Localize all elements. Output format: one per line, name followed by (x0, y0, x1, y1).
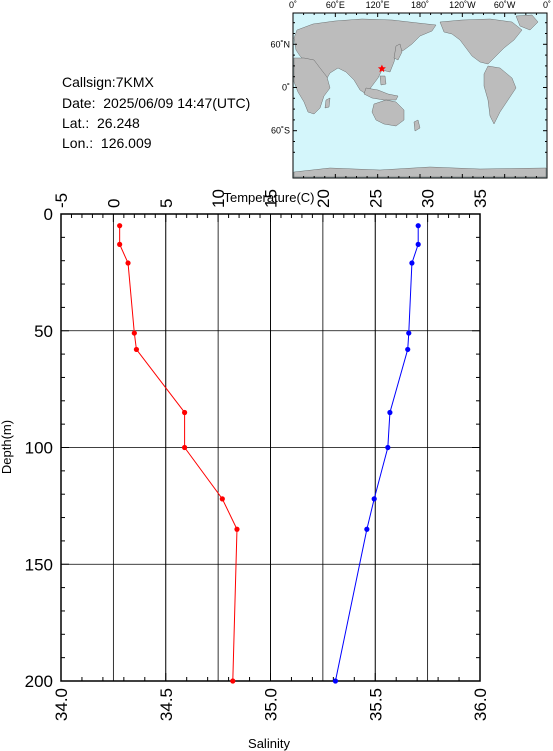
y-axis-label: Depth(m) (0, 420, 14, 474)
temperature-data-point (409, 260, 415, 266)
x-bottom-axis-label: Salinity (248, 736, 290, 751)
plot-frame (60, 213, 481, 682)
map-top-tick-label: 0˚ (543, 0, 551, 10)
map-top-tick-label: 180˚ (411, 0, 429, 10)
station-marker (377, 64, 386, 73)
map-top-tick-label: 0˚ (289, 0, 297, 10)
salinity-data-point (133, 346, 140, 353)
temperature-tick-label: 35 (471, 189, 490, 208)
land-north-america (439, 18, 523, 65)
temperature-data-point (415, 223, 421, 229)
salinity-data-point (125, 260, 131, 266)
salinity-tick-label: 34.0 (52, 688, 71, 721)
temperature-data-point (405, 346, 411, 353)
temperature-tick-label: 25 (366, 189, 385, 208)
salinity-data-point (234, 526, 240, 532)
temperature-data-point (415, 241, 421, 247)
map-top-tick-label: 60˚W (494, 0, 516, 10)
temperature-tick-label: 10 (209, 189, 228, 208)
series-layer (117, 223, 421, 684)
salinity-tick-label: 36.0 (471, 688, 490, 721)
temperature-data-point (387, 409, 393, 416)
salinity-data-point (230, 678, 236, 684)
depth-tick-label: 50 (34, 322, 53, 341)
land-australia (371, 99, 405, 127)
map-top-tick-label: 60˚E (326, 0, 345, 10)
map-left-tick-label: 60˚N (270, 39, 290, 49)
world-map: 0˚ 60˚E 120˚E 180˚ 120˚W 60˚W 0˚ 60˚N 0˚ 60˚S (270, 0, 551, 179)
temperature-tick-label: 5 (157, 199, 176, 208)
map-top-tick-label: 120˚E (366, 0, 390, 10)
temperature-data-point (406, 330, 412, 336)
temperature-data-point (385, 444, 391, 451)
land-new-zealand (413, 119, 421, 132)
depth-tick-label: 0 (44, 205, 53, 224)
depth-tick-label: 200 (25, 672, 53, 691)
temperature-tick-label: 30 (419, 189, 438, 208)
temperature-data-point (371, 496, 377, 502)
map-land (293, 14, 547, 178)
temperature-tick-label: 20 (314, 189, 333, 208)
map-top-tick-label: 120˚W (449, 0, 476, 10)
temperature-tick-label: 15 (262, 189, 281, 208)
land-indonesia (363, 87, 399, 101)
land-south-america (483, 65, 517, 125)
date-text: Date: 2025/06/09 14:47(UTC) (62, 95, 251, 111)
temperature-tick-label: 0 (104, 199, 123, 208)
latitude-text: Lat.: 26.248 (62, 115, 140, 131)
longitude-text: Lon.: 126.009 (62, 135, 152, 151)
temperature-data-point (332, 678, 339, 684)
salinity-data-point (117, 241, 123, 247)
salinity-data-point (131, 330, 137, 336)
salinity-data-point (117, 223, 123, 229)
salinity-data-point (219, 496, 225, 502)
salinity-data-point (182, 409, 188, 416)
salinity-tick-label: 35.5 (366, 688, 385, 721)
temperature-profile-line (334, 225, 419, 682)
depth-tick-label: 150 (25, 555, 53, 574)
map-left-tick-label: 60˚S (271, 126, 290, 136)
salinity-profile-line (119, 225, 238, 682)
land-japan (393, 43, 403, 61)
temperature-tick-label: -5 (52, 193, 71, 208)
temperature-data-point (364, 526, 370, 532)
callsign-text: Callsign:7KMX (62, 74, 154, 90)
x-top-axis-label: Temperature(C) (223, 190, 314, 205)
salinity-tick-label: 34.5 (157, 688, 176, 721)
salinity-tick-label: 35.0 (262, 688, 281, 721)
land-madagascar (324, 97, 331, 109)
land-africa (293, 57, 331, 115)
map-frame-ticks (292, 13, 548, 178)
map-tick-labels: 0˚ 60˚E 120˚E 180˚ 120˚W 60˚W 0˚ 60˚N 0˚ 60˚S (270, 0, 551, 136)
land-philippines (379, 75, 387, 86)
land-greenland (515, 14, 539, 31)
salinity-data-point (182, 444, 188, 451)
depth-tick-label: 100 (25, 439, 53, 458)
map-left-tick-label: 0˚ (282, 83, 290, 93)
